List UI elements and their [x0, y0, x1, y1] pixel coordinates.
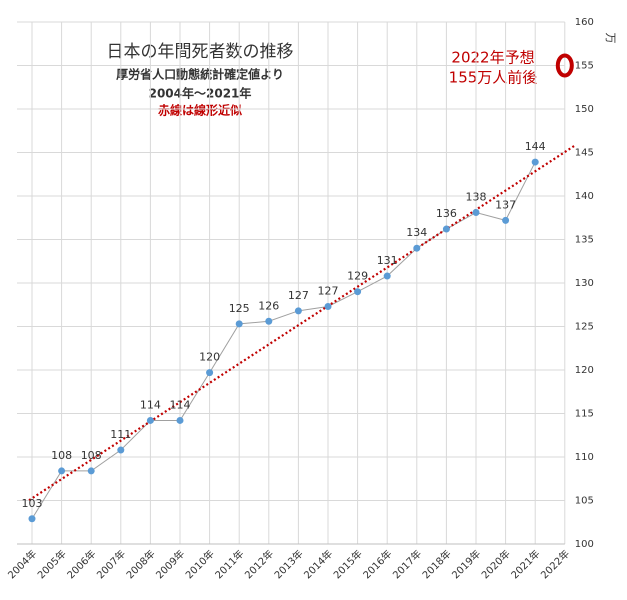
- series-line: [31, 161, 536, 520]
- data-label: 144: [525, 140, 546, 153]
- data-label: 127: [288, 289, 309, 302]
- data-label: 108: [51, 449, 72, 462]
- y-tick-label: 120: [575, 365, 594, 376]
- data-label: 137: [495, 198, 516, 211]
- data-point: [117, 446, 125, 454]
- data-point: [28, 515, 36, 523]
- y-tick-label: 150: [575, 104, 594, 115]
- data-point: [502, 216, 510, 224]
- y-tick-label: 155: [575, 61, 594, 72]
- data-label: 127: [318, 284, 339, 297]
- chart-title: 日本の年間死者数の推移: [107, 42, 294, 62]
- data-label: 108: [81, 449, 102, 462]
- data-point: [87, 467, 95, 475]
- data-point: [265, 317, 273, 325]
- data-point: [206, 369, 214, 377]
- forecast-marker: [555, 53, 574, 78]
- data-label: 114: [170, 398, 191, 411]
- y-tick-label: 145: [575, 148, 594, 159]
- data-point: [235, 320, 243, 328]
- y-tick-label: 100: [575, 539, 594, 550]
- data-label: 129: [347, 270, 368, 283]
- data-label: 136: [436, 207, 457, 220]
- y-tick-label: 140: [575, 191, 594, 202]
- y-tick-label: 105: [575, 496, 594, 507]
- data-point: [413, 244, 421, 252]
- data-label: 114: [140, 398, 161, 411]
- data-label: 131: [377, 254, 398, 267]
- subtitle: 2004年〜2021年: [149, 86, 252, 101]
- data-label: 111: [110, 428, 131, 441]
- data-point: [294, 307, 302, 315]
- data-label: 138: [466, 191, 487, 204]
- data-label: 103: [22, 497, 43, 510]
- y-tick-label: 130: [575, 278, 594, 289]
- y-axis-label: 万: [604, 33, 617, 44]
- data-point: [383, 272, 391, 280]
- data-point: [176, 416, 184, 424]
- data-point: [324, 302, 332, 310]
- annotation: 2022年予想: [451, 49, 534, 67]
- y-tick-label: 135: [575, 235, 594, 246]
- data-label: 126: [258, 299, 279, 312]
- trend-line: [28, 144, 576, 502]
- subtitle: 厚労省人口動態統計確定値より: [116, 67, 284, 82]
- data-point: [58, 467, 66, 475]
- data-label: 120: [199, 351, 220, 364]
- data-point: [146, 416, 154, 424]
- data-point: [442, 225, 450, 233]
- data-label: 134: [406, 226, 427, 239]
- data-point: [354, 288, 362, 296]
- y-tick-label: 110: [575, 452, 594, 463]
- annotation: 155万人前後: [449, 69, 538, 87]
- data-label: 125: [229, 302, 250, 315]
- y-tick-label: 125: [575, 322, 594, 333]
- y-tick-label: 160: [575, 17, 594, 28]
- data-point: [531, 158, 539, 166]
- trend-note: 赤線は線形近似: [158, 103, 242, 118]
- y-tick-label: 115: [575, 409, 594, 420]
- data-point: [472, 209, 480, 217]
